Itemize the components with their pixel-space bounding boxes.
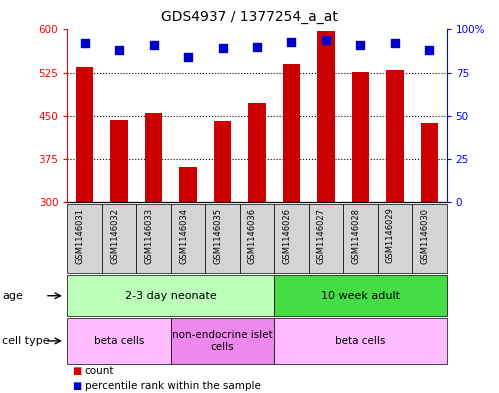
Text: cell type: cell type [2,336,50,346]
Bar [249,103,265,202]
Text: GSM1146034: GSM1146034 [179,208,188,263]
Bar [110,120,128,202]
Text: GSM1146026: GSM1146026 [282,208,291,263]
Text: 2-3 day neonate: 2-3 day neonate [125,291,217,301]
Bar [283,64,300,202]
Point [253,44,261,50]
Bar [421,123,438,202]
Bar [180,167,197,202]
Point [219,45,227,51]
Text: percentile rank within the sample: percentile rank within the sample [85,381,260,391]
Bar [317,31,334,202]
Text: GSM1146027: GSM1146027 [317,208,326,263]
Point [184,54,192,60]
Text: GSM1146031: GSM1146031 [76,208,85,263]
Text: GSM1146030: GSM1146030 [420,208,429,263]
Bar [386,70,404,202]
Text: ■: ■ [72,381,82,391]
Text: GSM1146033: GSM1146033 [145,208,154,264]
Text: beta cells: beta cells [335,336,386,346]
Text: GSM1146028: GSM1146028 [351,208,360,263]
Point [356,42,364,48]
Text: GSM1146032: GSM1146032 [110,208,119,263]
Point [81,40,89,46]
Text: GSM1146036: GSM1146036 [248,208,257,264]
Point [115,47,123,53]
Bar [214,121,231,202]
Point [150,42,158,48]
Text: GDS4937 / 1377254_a_at: GDS4937 / 1377254_a_at [161,10,338,24]
Point [391,40,399,46]
Text: count: count [85,366,114,376]
Text: ■: ■ [72,366,82,376]
Bar [76,67,93,202]
Text: beta cells: beta cells [94,336,144,346]
Bar [352,72,369,202]
Text: 10 week adult: 10 week adult [321,291,400,301]
Text: age: age [2,291,23,301]
Bar [145,113,162,202]
Point [287,39,295,45]
Text: non-endocrine islet
cells: non-endocrine islet cells [172,330,273,352]
Point [322,37,330,43]
Point [425,47,433,53]
Text: GSM1146029: GSM1146029 [386,208,395,263]
Text: GSM1146035: GSM1146035 [214,208,223,263]
